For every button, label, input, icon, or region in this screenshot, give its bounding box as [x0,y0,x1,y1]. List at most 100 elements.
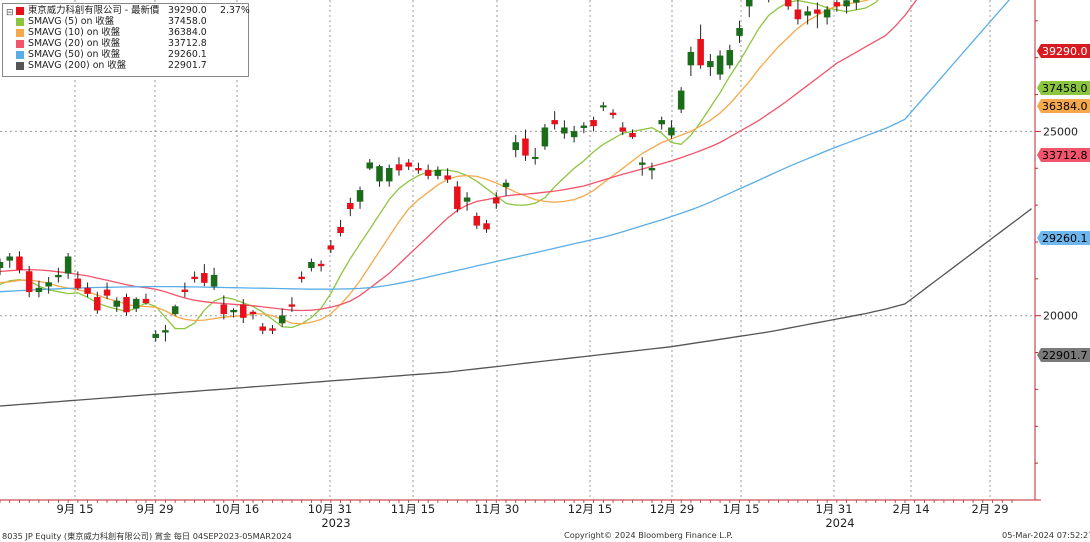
candle-body [269,328,276,331]
candle-body [415,168,422,171]
candle-body [152,333,159,339]
x-tick-label: 10月 16 [215,502,259,516]
value-tag: 33712.8 [1037,148,1090,162]
candle-body [697,39,704,66]
candle-body [794,9,802,20]
candle-body [600,105,607,108]
value-tag-box [1037,81,1090,95]
series-line [0,0,918,312]
legend-item: SMAVG (200) on 收盤 22901.7 [11,60,246,71]
candle-body [580,125,588,128]
value-tag-label: 36384.0 [1042,100,1088,113]
candle-body [668,127,675,136]
candle-body [249,311,257,315]
candle-body [512,142,519,151]
footer-copyright: Copyright© 2024 Bloomberg Finance L.P. [564,530,733,540]
value-tag-box [1037,148,1090,162]
x-tick-label: 9月 15 [56,502,93,516]
candle-body [278,315,286,324]
candle-body [804,11,811,16]
legend-value: 33712.8 [168,38,207,49]
candle-body [25,271,33,292]
candle-body [74,278,82,289]
value-tag-label: 22901.7 [1042,349,1088,362]
x-tick-label: 2月 29 [971,502,1008,516]
candle-body [366,162,374,169]
legend-item: SMAVG (10) on 收盤 36384.0 [11,27,246,38]
candle-body [609,112,617,116]
candle-body [658,120,665,125]
series-line [0,208,1032,407]
candle-body [259,326,266,331]
candle-body [590,120,597,127]
candle-body [473,215,481,226]
x-tick-label: 11月 15 [391,502,435,516]
candlesticks [0,0,860,342]
value-tag-label: 39290.0 [1042,45,1088,58]
legend-swatch [16,39,24,48]
candle-body [483,223,490,230]
series-line [0,0,1010,293]
candle-body [716,55,724,75]
collapse-icon[interactable]: ⊟ [6,8,14,18]
candle-body [541,127,549,147]
candle-body [337,226,344,234]
candle-body [522,138,529,156]
candle-body [424,169,432,176]
candle-body [561,127,568,134]
x-tick-label: 11月 30 [475,502,519,516]
legend-name: SMAVG (20) on 收盤 [28,38,121,49]
legend-name: 東京威力科創有限公司 - 最新價 [28,5,160,16]
candle-body [570,131,578,138]
candle-body [619,127,627,132]
candle-body [736,27,743,36]
grid-lines [0,0,1035,500]
candle-body [347,203,354,210]
legend-swatch [16,28,24,37]
candle-body [113,300,121,307]
candle-body [230,309,237,313]
value-tag: 22901.7 [1037,348,1090,362]
value-tag-box [1037,99,1090,113]
candle-body [288,304,296,307]
y-tick-label: 20000 [1043,310,1078,323]
candle-body [210,274,218,287]
value-tag-label: 33712.8 [1042,149,1088,162]
legend-name: SMAVG (10) on 收盤 [28,27,121,38]
candle-body [502,182,510,187]
candle-body [55,274,62,278]
candle-body [648,168,656,171]
candle-body [784,0,792,7]
candle-body [405,162,412,167]
year-label: 2023 [321,516,350,530]
candle-body [746,0,753,7]
legend-item: SMAVG (50) on 收盤 29260.1 [11,49,246,60]
candle-body [0,262,4,269]
candle-body [308,262,315,269]
candle-body [35,287,43,292]
candle-body [201,273,208,283]
candle-body [629,132,636,138]
year-label: 2024 [825,516,854,530]
value-tag-box [1037,348,1090,362]
candle-body [84,287,91,294]
x-tick-label: 1月 15 [722,502,759,516]
legend-item: SMAVG (5) on 收盤 37458.0 [11,16,246,27]
candle-body [132,298,140,309]
candle-body [707,61,714,68]
candle-body [551,120,558,125]
legend-value: 39290.0 [168,5,207,16]
series-line [0,0,879,330]
value-tag-label: 29260.1 [1042,232,1088,245]
candle-body [64,256,72,274]
legend-swatch [16,61,24,70]
legend-name: SMAVG (200) on 收盤 [28,60,127,71]
candle-body [687,51,695,66]
x-tick-label: 12月 29 [650,502,694,516]
candle-body [142,298,150,304]
candle-body [45,282,52,287]
candle-body [356,190,364,202]
value-tags: 39290.0 37458.0 36384.0 33712.8 29260.1 22901… [1037,44,1090,362]
candle-body [94,297,101,311]
candle-body [298,276,305,280]
